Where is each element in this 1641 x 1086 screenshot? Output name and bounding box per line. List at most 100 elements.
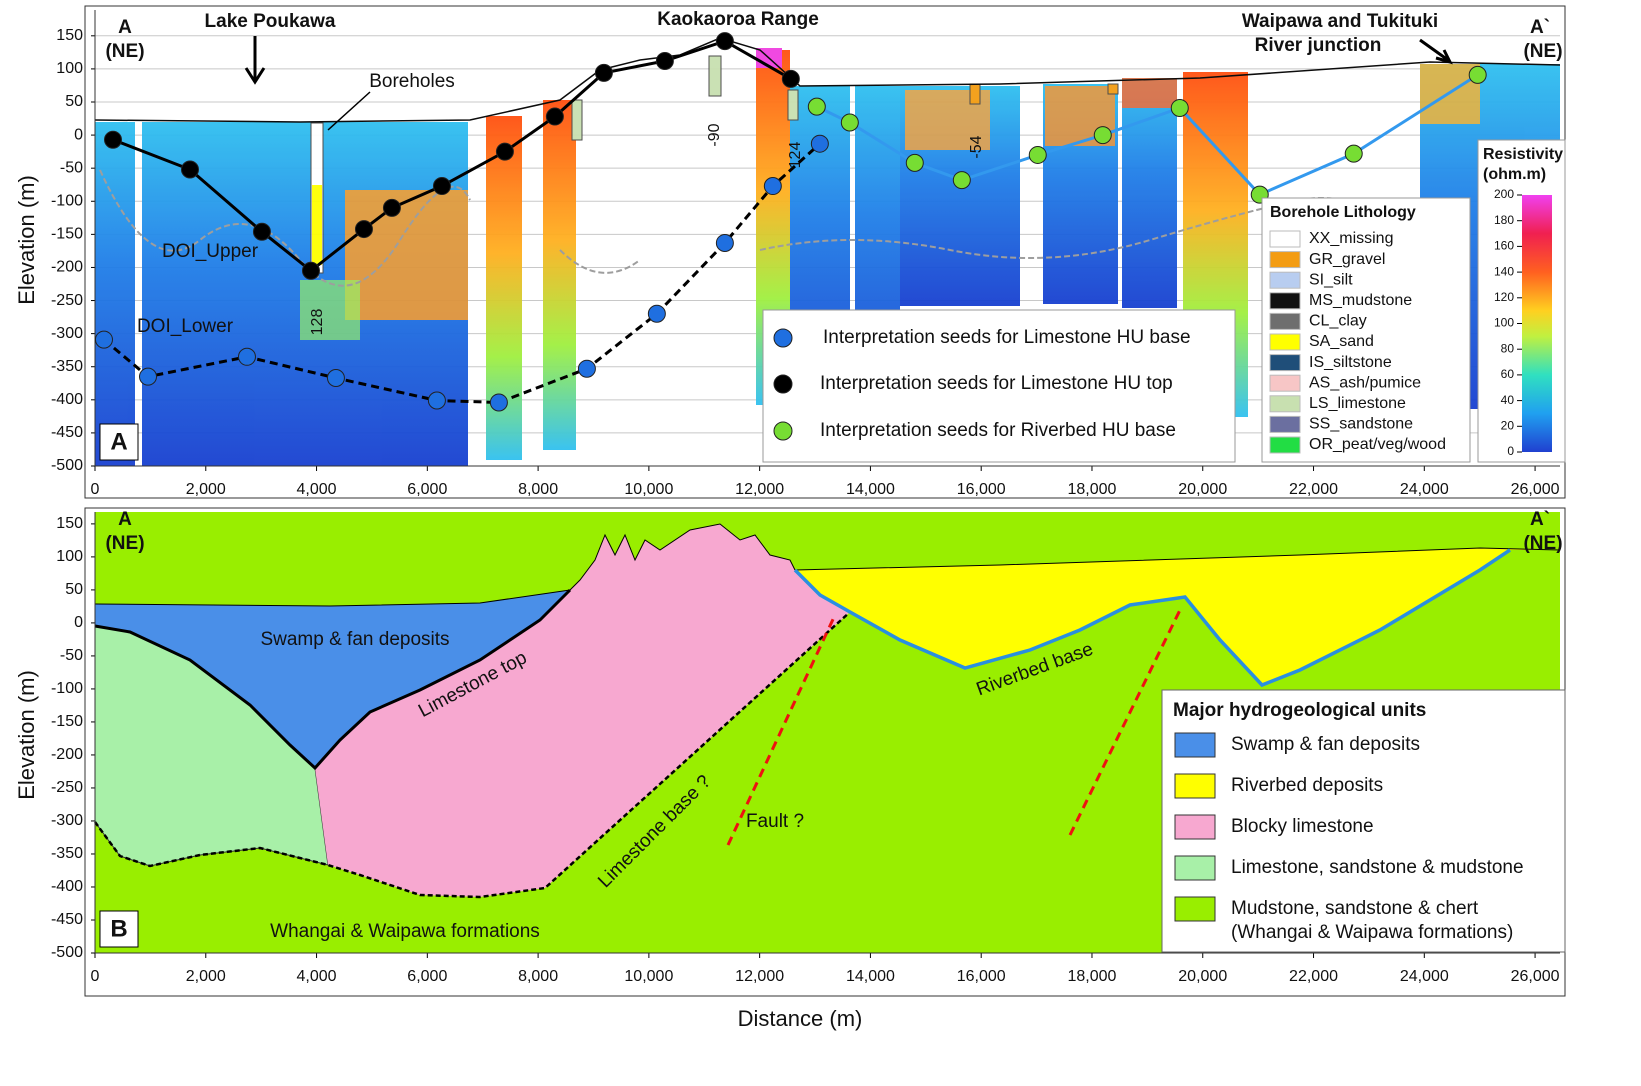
lithology-label: MS_mudstone <box>1309 292 1412 309</box>
x-tick-label: 10,000 <box>624 481 673 498</box>
panel-label: B <box>110 915 127 942</box>
x-tick-label: 24,000 <box>1400 481 1449 498</box>
colorbar-tick-label: 40 <box>1501 393 1515 407</box>
y-tick-label: 0 <box>74 126 83 143</box>
y-tick-label: -500 <box>51 944 83 961</box>
y-tick-label: -200 <box>51 259 83 276</box>
annotation: Swamp & fan deposits <box>260 629 449 650</box>
y-tick-label: -400 <box>51 391 83 408</box>
legend-marker <box>774 422 792 440</box>
legend-title: Borehole Lithology <box>1270 204 1416 221</box>
annotation: -54 <box>968 135 985 158</box>
x-tick-label: 14,000 <box>846 481 895 498</box>
y-tick-label: -50 <box>60 647 83 664</box>
annotation: A` <box>1530 509 1550 530</box>
y-tick-label: -300 <box>51 325 83 342</box>
seed-point <box>355 221 372 238</box>
x-tick-label: 4,000 <box>297 968 337 985</box>
seed-point <box>490 394 507 411</box>
legend-swatch <box>1175 897 1215 921</box>
annotation: Lake Poukawa <box>205 11 336 32</box>
colorbar-tick-label: 60 <box>1501 367 1515 381</box>
y-tick-label: -450 <box>51 911 83 928</box>
x-tick-label: 18,000 <box>1068 968 1117 985</box>
seed-point <box>546 108 563 125</box>
legend-label: Interpretation seeds for Limestone HU ba… <box>823 327 1191 348</box>
y-tick-label: -500 <box>51 457 83 474</box>
legend-label: Riverbed deposits <box>1231 775 1383 796</box>
colorbar-tick-label: 120 <box>1494 290 1514 304</box>
annotation: (NE) <box>1523 41 1562 62</box>
y-tick-label: -250 <box>51 779 83 796</box>
lithology-swatch <box>1270 416 1300 432</box>
y-tick-label: -300 <box>51 812 83 829</box>
legend-swatch <box>1175 815 1215 839</box>
colorbar-tick-label: 140 <box>1494 264 1514 278</box>
legend-label: Swamp & fan deposits <box>1231 734 1420 755</box>
annotation: (NE) <box>1523 533 1562 554</box>
seed-point <box>95 331 112 348</box>
seed-point <box>656 52 673 69</box>
seed-point <box>238 348 255 365</box>
x-tick-label: 6,000 <box>407 968 447 985</box>
x-tick-label: 24,000 <box>1400 968 1449 985</box>
seed-point <box>181 161 198 178</box>
lithology-label: IS_siltstone <box>1309 354 1392 371</box>
annotation: Boreholes <box>369 71 455 92</box>
annotation: -90 <box>706 123 723 146</box>
x-tick-label: 8,000 <box>518 968 558 985</box>
x-tick-label: 22,000 <box>1289 968 1338 985</box>
y-tick-label: -250 <box>51 292 83 309</box>
x-tick-label: 26,000 <box>1511 968 1560 985</box>
annotation: Waipawa and Tukituki <box>1242 11 1438 32</box>
seed-point <box>811 135 828 152</box>
seed-point <box>1029 146 1046 163</box>
seed-point <box>383 199 400 216</box>
y-tick-label: -400 <box>51 878 83 895</box>
colorbar-tick-label: 20 <box>1501 418 1515 432</box>
legend-label: Mudstone, sandstone & chert <box>1231 898 1479 919</box>
colorbar-tick-label: 160 <box>1494 239 1514 253</box>
lithology-swatch <box>1270 375 1300 391</box>
annotation: A` <box>1530 17 1550 38</box>
seed-point <box>841 114 858 131</box>
y-tick-label: 100 <box>56 548 83 565</box>
x-tick-label: 14,000 <box>846 968 895 985</box>
x-tick-label: 4,000 <box>297 481 337 498</box>
annotation: 124 <box>787 142 804 169</box>
seed-point <box>953 172 970 189</box>
lithology-label: XX_missing <box>1309 230 1393 247</box>
y-tick-label: -150 <box>51 713 83 730</box>
legend-marker <box>774 329 792 347</box>
y-tick-label: -150 <box>51 226 83 243</box>
y-tick-label: -350 <box>51 845 83 862</box>
lithology-label: SI_silt <box>1309 271 1353 288</box>
seed-point <box>140 368 157 385</box>
y-tick-label: 50 <box>65 581 83 598</box>
lithology-swatch <box>1270 252 1300 268</box>
panel-label: A <box>110 428 127 455</box>
seed-point <box>906 154 923 171</box>
lithology-swatch <box>1270 272 1300 288</box>
colorbar <box>1522 195 1552 452</box>
legend-label: Interpretation seeds for Riverbed HU bas… <box>820 420 1176 441</box>
annotation: DOI_Lower <box>137 316 234 337</box>
seed-point <box>648 305 665 322</box>
y-tick-label: 0 <box>74 614 83 631</box>
seed-point <box>433 178 450 195</box>
lithology-swatch <box>1270 355 1300 371</box>
x-tick-label: 10,000 <box>624 968 673 985</box>
colorbar-tick-label: 0 <box>1507 444 1514 458</box>
colorbar-tick-label: 80 <box>1501 341 1515 355</box>
x-tick-label: 16,000 <box>957 968 1006 985</box>
lithology-label: CL_clay <box>1309 313 1367 330</box>
lithology-swatch <box>1270 396 1300 412</box>
x-tick-label: 18,000 <box>1068 481 1117 498</box>
x-tick-label: 2,000 <box>186 481 226 498</box>
y-tick-label: 150 <box>56 27 83 44</box>
y-tick-label: -350 <box>51 358 83 375</box>
lithology-swatch <box>1270 334 1300 350</box>
seed-point <box>716 33 733 50</box>
lithology-label: SS_sandstone <box>1309 416 1413 433</box>
y-tick-label: 150 <box>56 515 83 532</box>
